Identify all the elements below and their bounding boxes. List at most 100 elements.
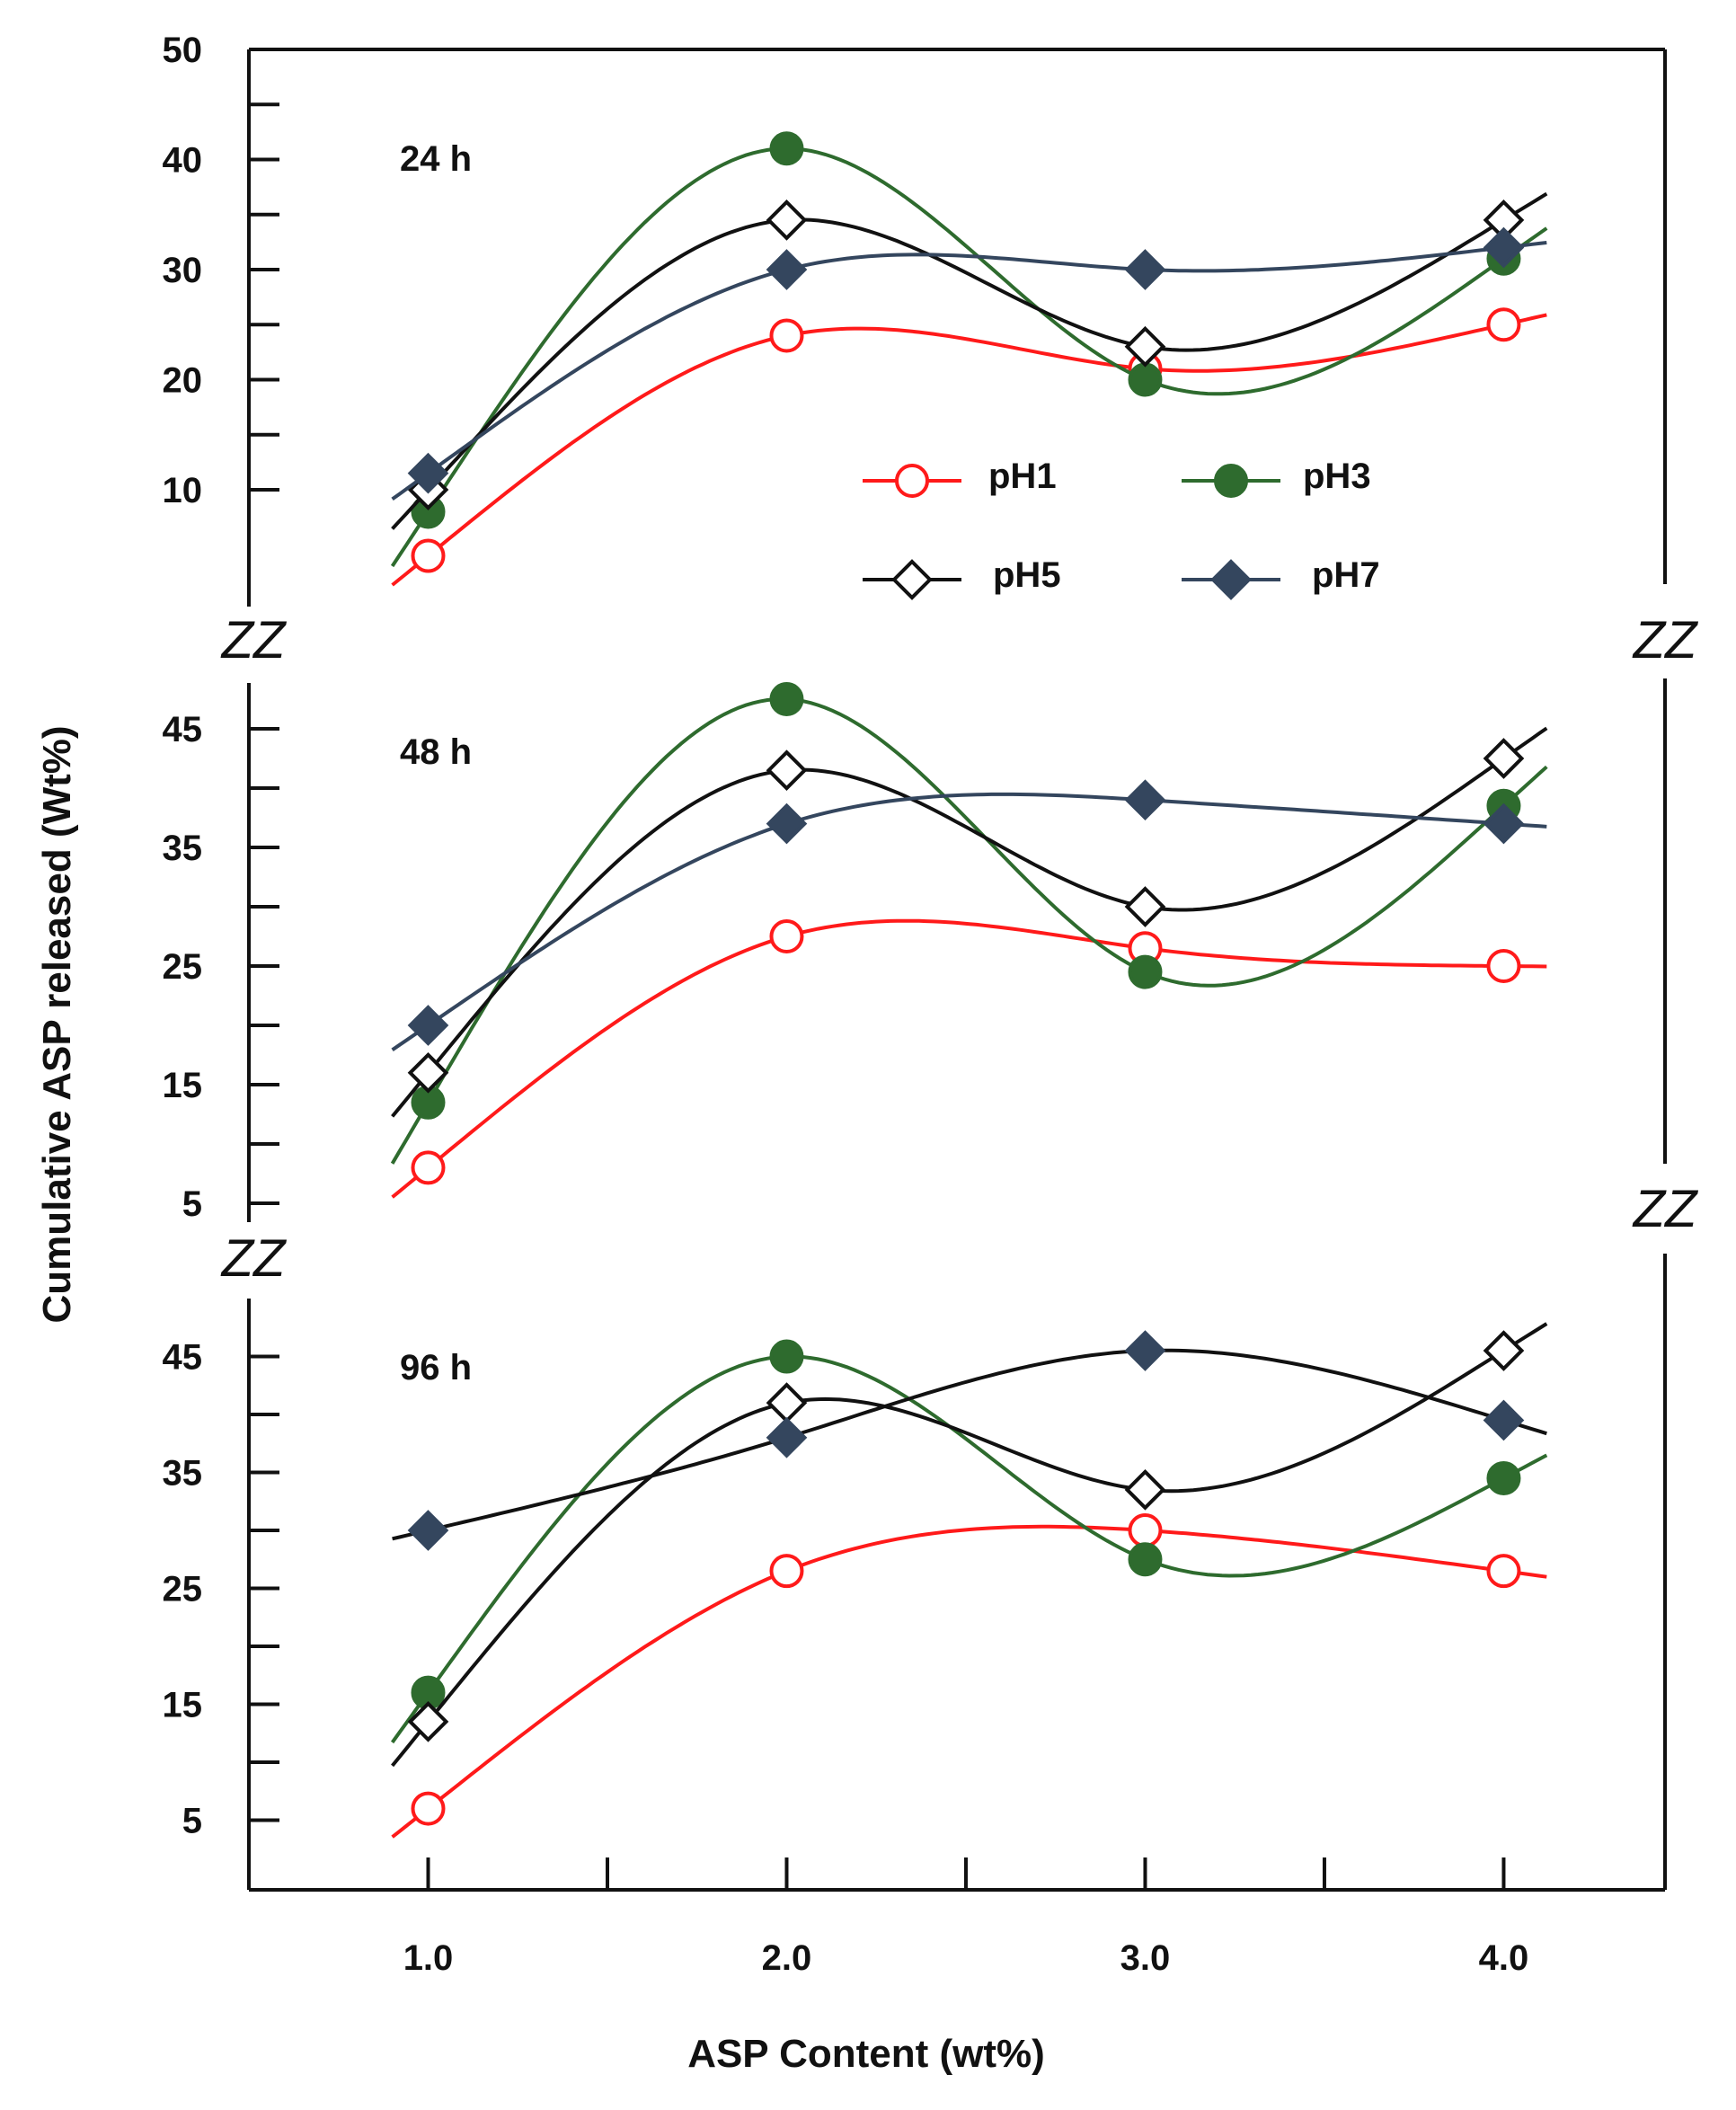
ph1-point [769, 318, 804, 353]
x-tick-label: 1.0 [403, 1938, 454, 1978]
axis-break-mark: ZZ [1632, 611, 1699, 669]
y-tick-label: 40 [163, 141, 203, 181]
y-tick-label: 15 [163, 1066, 203, 1105]
series-ph7 [391, 226, 1547, 501]
y-tick-label: 35 [163, 1454, 203, 1494]
ph3-point [769, 131, 804, 166]
ph5-point [407, 1701, 449, 1742]
legend-entry-ph1: pH1 [863, 457, 1057, 498]
chart-frame: ZZ ZZ ZZ ZZ [220, 48, 1699, 1892]
ph1-line [391, 918, 1547, 1199]
legend-label: pH5 [993, 555, 1061, 595]
ph7-point [1210, 559, 1252, 600]
x-tick-label: 4.0 [1479, 1938, 1529, 1978]
ph5-point [407, 1051, 449, 1094]
ph3-point [769, 682, 804, 716]
legend-label: pH1 [988, 457, 1057, 496]
ph7-point [1483, 226, 1525, 269]
ph5-point [1124, 1469, 1166, 1511]
ph1-point [1486, 307, 1521, 342]
ph7-point [1124, 1330, 1166, 1371]
ph1-point [411, 538, 446, 573]
ph7-point [407, 1005, 449, 1046]
ph1-point [1128, 1513, 1163, 1547]
y-tick-label: 25 [163, 947, 203, 987]
ph3-point [1128, 954, 1163, 989]
x-tick-label: 2.0 [762, 1938, 812, 1978]
ph7-point [407, 452, 449, 494]
y-tick-label: 15 [163, 1686, 203, 1725]
legend-label: pH3 [1303, 457, 1371, 496]
panel-label: 48 h [400, 732, 472, 772]
ph5-line [391, 726, 1548, 1118]
y-tick-label: 10 [163, 471, 203, 510]
ph1-point [769, 1554, 804, 1589]
ph1-point [1486, 1554, 1521, 1589]
legend: pH1 pH3 pH5 pH7 [863, 457, 1380, 600]
series-ph5 [391, 726, 1548, 1118]
ph3-line [390, 146, 1548, 568]
series-ph7 [391, 779, 1547, 1051]
y-tick-label: 50 [163, 31, 203, 70]
ph7-point [407, 1510, 449, 1551]
legend-label: pH7 [1312, 555, 1380, 595]
series-ph7 [392, 1330, 1547, 1551]
chart-panels: 10 20 30 40 50 24 h 5 15 25 35 45 48 h 5 15 25 35 45 96 h [163, 31, 1548, 1841]
panel-2: 5 15 25 35 45 48 h [163, 682, 1548, 1224]
ph7-line [391, 241, 1547, 501]
ph5-point [891, 559, 933, 600]
series-ph3 [390, 131, 1548, 568]
series-ph1 [391, 1513, 1547, 1839]
y-tick-label: 45 [163, 1338, 203, 1378]
y-tick-label: 45 [163, 710, 203, 749]
ph7-point [1124, 249, 1166, 290]
y-tick-label: 20 [163, 361, 203, 401]
series-ph3 [390, 1339, 1548, 1744]
legend-entry-ph3: pH3 [1182, 457, 1371, 498]
axis-break-mark: ZZ [220, 611, 288, 669]
series-ph5 [391, 1322, 1548, 1768]
ph3-line [390, 696, 1548, 1165]
x-axis: 1.0 2.0 3.0 4.0 [403, 1857, 1529, 1978]
ph1-line [391, 313, 1547, 587]
ph5-point [766, 1382, 808, 1423]
y-tick-label: 25 [163, 1570, 203, 1609]
ph1-point [411, 1791, 446, 1826]
y-axis-title: Cumulative ASP released (Wt%) [35, 725, 79, 1323]
y-tick-label: 5 [182, 1802, 202, 1841]
panel-label: 96 h [400, 1348, 472, 1387]
panel-3: 5 15 25 35 45 96 h [163, 1322, 1548, 1841]
ph7-point [1483, 802, 1525, 845]
x-axis-title: ASP Content (wt%) [687, 2032, 1045, 2076]
legend-entry-ph7: pH7 [1182, 555, 1380, 600]
panel-1: 10 20 30 40 50 24 h [163, 31, 1548, 587]
ph5-line [391, 1322, 1548, 1768]
ph7-point [766, 802, 808, 845]
series-ph3 [390, 682, 1548, 1165]
ph7-point [1124, 779, 1166, 821]
ph3-point [1214, 464, 1248, 498]
ph5-point [766, 749, 808, 792]
y-tick-label: 35 [163, 829, 203, 868]
x-tick-label: 3.0 [1120, 1938, 1171, 1978]
y-tick-label: 5 [182, 1184, 202, 1224]
ph7-line [391, 792, 1547, 1051]
legend-entry-ph5: pH5 [863, 555, 1061, 600]
y-tick-label: 30 [163, 251, 203, 290]
series-ph1 [391, 307, 1547, 587]
ph7-point [766, 249, 808, 290]
ph3-point [1128, 1542, 1163, 1577]
ph1-point [411, 1150, 446, 1185]
axis-break-mark: ZZ [220, 1229, 288, 1288]
ph3-point [769, 1339, 804, 1374]
series-ph1 [391, 918, 1547, 1199]
ph5-point [766, 199, 808, 241]
ph1-point [1486, 949, 1521, 983]
ph5-point [1483, 738, 1525, 779]
ph5-point [1124, 886, 1166, 927]
ph7-line [392, 1348, 1547, 1541]
panel-label: 24 h [400, 139, 472, 179]
series-ph5 [391, 191, 1548, 530]
ph1-point [769, 919, 804, 953]
